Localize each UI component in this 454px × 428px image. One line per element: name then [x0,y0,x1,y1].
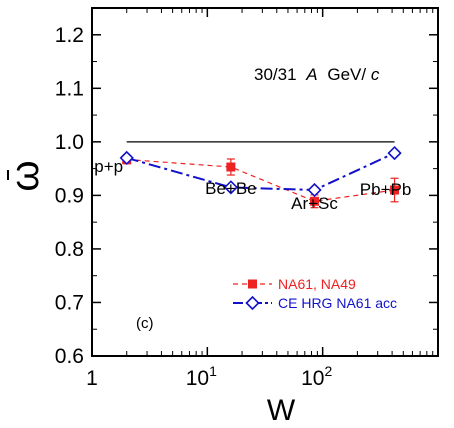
data-point-diamond [307,182,322,198]
text-layer: ω W (c) 30/31 A GeV/ c [3,65,380,427]
x-tick-exponent: 2 [324,363,332,379]
data-point-square [390,185,400,195]
energy-unit: GeV/ [327,65,366,84]
energy-c: c [371,65,380,84]
x-tick-label: 101 [186,363,217,390]
x-tick-base: 1 [86,367,98,390]
x-tick-label: 102 [301,363,332,390]
data-point-diamond [387,145,402,161]
plot-layer: p+p Be+Be Ar+Sc Pb+Pb [94,141,412,213]
axis-layer: 0.60.70.80.91.01.11.21 101 102 [7,7,439,390]
data-point-square [226,162,236,172]
legend-marker-square [248,279,257,289]
y-tick-label: 0.7 [55,291,84,314]
legend-label: NA61, NA49 [278,276,356,292]
y-tick-label: 0.9 [55,184,84,207]
y-tick-label: 0.6 [55,345,84,368]
x-axis-title: W [267,394,296,427]
x-tick-label: 1 [86,367,98,390]
legend-label: CE HRG NA61 acc [278,295,397,311]
y-tick-label: 1.0 [55,131,84,154]
system-label: Be+Be [205,179,257,198]
y-tick-label: 0.8 [55,238,84,261]
x-tick-base: 10 [186,367,209,390]
y-tick-label: 1.2 [55,24,84,47]
system-label: p+p [94,157,123,176]
data-point-diamond [119,150,134,166]
energy-label: 30/31 A GeV/ c [254,65,380,84]
y-tick-label: 1.1 [55,77,84,100]
energy-value: 30/31 [254,65,297,84]
legend: NA61, NA49 CE HRG NA61 acc [233,276,397,311]
series-0-line [126,158,395,202]
energy-a: A [305,65,317,84]
data-point-square [310,196,320,206]
x-tick-base: 10 [301,367,324,390]
series-1-line [126,152,395,192]
data-point-diamond [223,180,239,195]
system-label: Pb+Pb [360,180,412,199]
legend-marker-diamond [245,295,260,311]
x-tick-exponent: 1 [209,363,217,379]
plot-frame [91,7,439,357]
system-label: Ar+Sc [291,194,338,213]
panel-label: (c) [136,315,154,332]
y-axis-title: ω [3,160,47,191]
